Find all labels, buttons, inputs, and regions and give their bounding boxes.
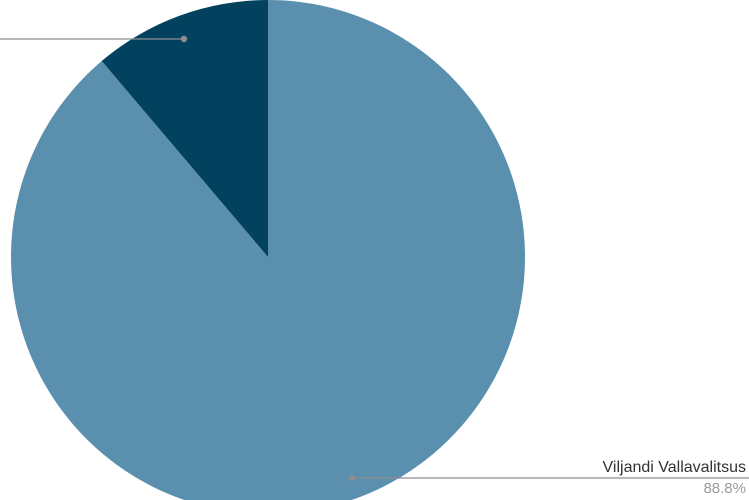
pie-labels: Viljandi Vallavalitsus 88.8% — [0, 35, 749, 497]
pie-slice-1[interactable] — [101, 0, 269, 257]
pie-slice-0[interactable] — [11, 0, 525, 500]
pie-slice-0-percent: 88.8% — [703, 480, 746, 497]
pie-slices — [11, 0, 525, 500]
pie-slice-0-label: Viljandi Vallavalitsus — [603, 459, 746, 476]
